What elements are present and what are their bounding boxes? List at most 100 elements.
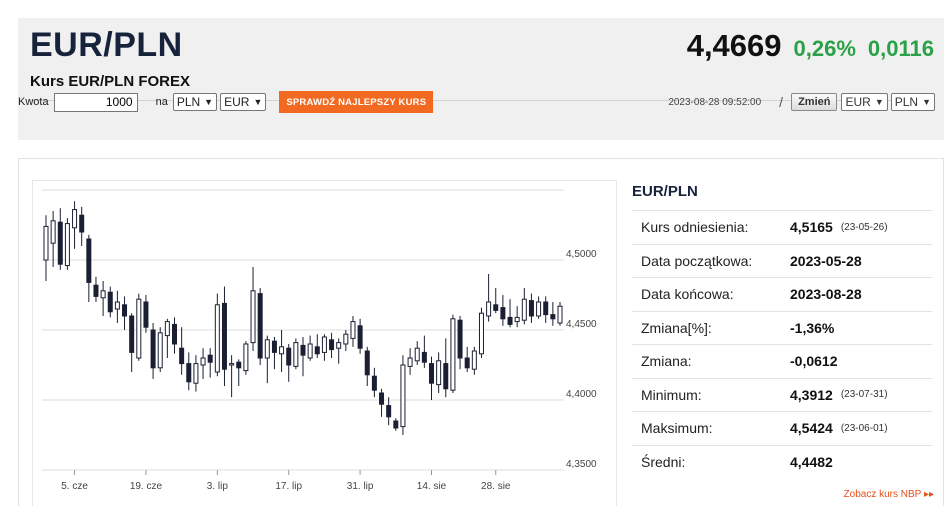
candle[interactable] bbox=[386, 397, 392, 426]
candle[interactable] bbox=[293, 338, 299, 370]
candle[interactable] bbox=[421, 335, 427, 368]
candle[interactable] bbox=[200, 348, 206, 379]
candle[interactable] bbox=[64, 218, 70, 270]
candle[interactable] bbox=[557, 302, 563, 326]
candle[interactable] bbox=[300, 337, 306, 377]
from-currency-select[interactable]: PLN ▼ bbox=[172, 93, 218, 111]
candle[interactable] bbox=[443, 338, 449, 398]
stats-row: Zmiana[%]: -1,36% bbox=[632, 310, 932, 345]
candle[interactable] bbox=[464, 346, 470, 372]
candle[interactable] bbox=[57, 208, 63, 270]
candle[interactable] bbox=[136, 293, 142, 361]
stats-label: Data początkowa: bbox=[641, 252, 753, 269]
candle[interactable] bbox=[514, 306, 520, 328]
base-currency-select[interactable]: EUR ▼ bbox=[841, 93, 888, 111]
candle[interactable] bbox=[279, 330, 285, 372]
to-currency-select[interactable]: EUR ▼ bbox=[220, 93, 267, 111]
candle[interactable] bbox=[150, 323, 156, 379]
candle[interactable] bbox=[400, 355, 406, 435]
candle[interactable] bbox=[100, 281, 106, 316]
stats-title: EUR/PLN bbox=[632, 183, 698, 200]
candle[interactable] bbox=[207, 348, 213, 378]
candle[interactable] bbox=[214, 293, 220, 377]
candle[interactable] bbox=[336, 338, 342, 364]
candle-body-down bbox=[86, 238, 92, 283]
pair-subtitle: Kurs EUR/PLN FOREX bbox=[30, 73, 191, 90]
pair-title: EUR/PLN bbox=[30, 26, 183, 64]
candle[interactable] bbox=[250, 267, 256, 351]
candle[interactable] bbox=[500, 295, 506, 326]
nbp-rate-link[interactable]: Zobacz kurs NBP ▸▸ bbox=[843, 489, 934, 500]
candle-body-down bbox=[329, 339, 335, 351]
candle[interactable] bbox=[114, 290, 120, 323]
candle[interactable] bbox=[343, 330, 349, 351]
candle-body-down bbox=[500, 307, 506, 320]
candle-body-down bbox=[550, 314, 556, 320]
candle[interactable] bbox=[478, 307, 484, 358]
candle[interactable] bbox=[243, 341, 249, 375]
candle[interactable] bbox=[450, 314, 456, 393]
candle[interactable] bbox=[264, 335, 270, 384]
candle[interactable] bbox=[393, 418, 399, 431]
candle[interactable] bbox=[528, 293, 534, 323]
candle[interactable] bbox=[43, 215, 49, 281]
candle[interactable] bbox=[86, 234, 92, 302]
candle[interactable] bbox=[271, 337, 277, 370]
candle[interactable] bbox=[550, 302, 556, 326]
candle[interactable] bbox=[93, 276, 99, 302]
amount-input[interactable] bbox=[53, 92, 138, 112]
quote-header: EUR/PLN Kurs EUR/PLN FOREX 4,4669 0,26% … bbox=[18, 18, 944, 140]
candle[interactable] bbox=[357, 318, 363, 354]
candle[interactable] bbox=[221, 286, 227, 386]
candle[interactable] bbox=[229, 355, 235, 398]
candle[interactable] bbox=[521, 288, 527, 325]
candle[interactable] bbox=[414, 341, 420, 365]
candle[interactable] bbox=[379, 388, 385, 417]
candle[interactable] bbox=[429, 356, 434, 400]
candle[interactable] bbox=[371, 367, 377, 398]
stats-row: Data początkowa: 2023-05-28 bbox=[632, 243, 932, 278]
candle[interactable] bbox=[143, 295, 149, 333]
candle[interactable] bbox=[286, 344, 292, 382]
candle[interactable] bbox=[164, 318, 170, 358]
candle-body-down bbox=[421, 351, 427, 363]
candle[interactable] bbox=[507, 299, 513, 328]
candle[interactable] bbox=[193, 355, 199, 392]
candle[interactable] bbox=[50, 211, 56, 267]
candle[interactable] bbox=[179, 327, 185, 375]
stats-value: 2023-08-28 bbox=[790, 286, 862, 303]
x-tick-label: 19. cze bbox=[130, 481, 163, 492]
candle[interactable] bbox=[471, 346, 477, 375]
change-pair-button[interactable]: Zmień bbox=[791, 93, 838, 111]
candle[interactable] bbox=[307, 335, 313, 361]
candle[interactable] bbox=[536, 296, 542, 319]
candle[interactable] bbox=[186, 352, 192, 391]
candle[interactable] bbox=[122, 296, 128, 330]
candle[interactable] bbox=[257, 288, 263, 365]
quote-currency-select[interactable]: PLN ▼ bbox=[890, 93, 935, 111]
candle[interactable] bbox=[486, 274, 492, 322]
candle[interactable] bbox=[79, 206, 85, 246]
candle[interactable] bbox=[364, 346, 370, 386]
candle[interactable] bbox=[236, 359, 242, 386]
candle[interactable] bbox=[157, 327, 163, 372]
stats-panel: EUR/PLN Kurs odniesienia: 4,5165 (23-05-… bbox=[632, 180, 932, 478]
candle[interactable] bbox=[407, 348, 413, 375]
candle[interactable] bbox=[107, 286, 113, 318]
candle-body-down bbox=[93, 284, 99, 297]
candle-body-up bbox=[264, 339, 270, 359]
candle[interactable] bbox=[314, 334, 320, 358]
candle[interactable] bbox=[172, 317, 177, 354]
candlestick-chart[interactable]: 4,5000 4,4500 4,4000 4,3500 5. cze 19. cze 3. … bbox=[32, 180, 617, 506]
candle[interactable] bbox=[350, 316, 356, 347]
base-currency-value: EUR bbox=[845, 95, 871, 109]
best-rate-button[interactable]: SPRAWDŹ NAJLEPSZY KURS bbox=[279, 91, 434, 113]
candle[interactable] bbox=[129, 313, 135, 372]
candle[interactable] bbox=[72, 201, 78, 249]
candle[interactable] bbox=[321, 334, 327, 361]
candle[interactable] bbox=[329, 332, 335, 358]
candle[interactable] bbox=[493, 288, 499, 314]
candle[interactable] bbox=[543, 296, 549, 323]
candle[interactable] bbox=[436, 352, 442, 393]
candle[interactable] bbox=[457, 316, 463, 370]
